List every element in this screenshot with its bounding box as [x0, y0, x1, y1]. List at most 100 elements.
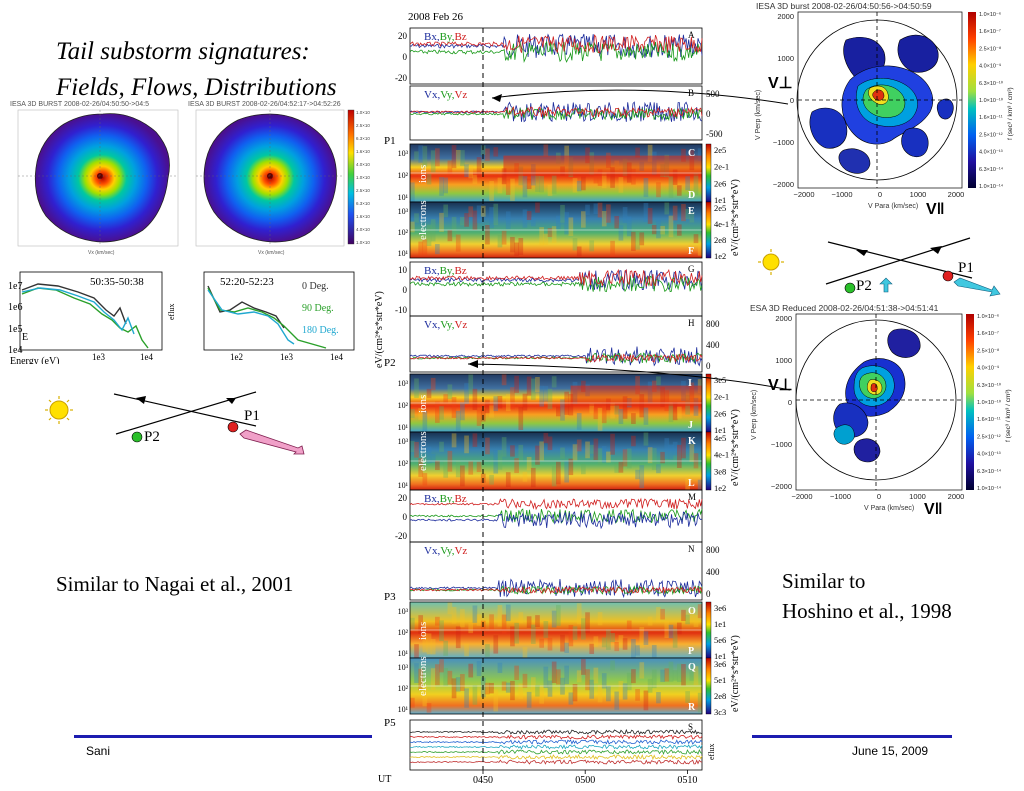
spectrum2-0deg: [207, 285, 285, 329]
footer-author: Sani: [86, 744, 111, 758]
spec-ytick: 10²: [398, 459, 409, 468]
legend-90deg: 90 Deg.: [302, 303, 334, 314]
left-energy-spectra: 1e7 1e6 1e5 1e4 50:35-50:38 E Energy (eV…: [8, 271, 355, 364]
rt-v-perp: V⊥: [768, 75, 793, 92]
plot-date: 2008 Feb 26: [408, 11, 464, 23]
dist-cbar-tick: 1.0×10⁻⁶: [977, 313, 999, 320]
dist-cbar-tick: 4.0×10⁻⁹: [977, 365, 999, 372]
dist-cbar-tick: 2.5×10⁻¹²: [977, 434, 1001, 440]
spec-colorbar: [705, 657, 712, 715]
probe-label: P5: [384, 717, 396, 729]
spec-ytick: 10¹: [398, 481, 409, 490]
dist2-xlabel: Vx (km/sec): [258, 250, 285, 256]
species-label: electrons: [417, 431, 429, 471]
dist-cbar-tick: 1.0×10⁻⁸: [356, 110, 370, 115]
panel-ytick: 0: [706, 361, 711, 371]
dist-cbar-tick: 4.0×10⁻¹¹: [356, 162, 370, 167]
dist-cbar-tick: 6.3×10⁻¹³: [356, 201, 370, 206]
caption-left: Similar to Nagai et al., 2001: [56, 572, 294, 596]
rt-v-par: V‖: [926, 201, 945, 216]
dist-cbar-tick: 1.0×10⁻⁶: [979, 11, 1001, 18]
probe-label: P2: [384, 357, 396, 369]
spectro-ylabel: eV/(cm²*s*str*eV): [730, 179, 741, 256]
rt-xlabel: V Para (km/sec): [868, 203, 918, 210]
rs-probe-p2-label: P2: [856, 278, 872, 294]
species-label: electrons: [417, 200, 429, 240]
spectro-ylabel: eV/(cm²*s*str*eV): [730, 409, 741, 486]
legend-0deg: 0 Deg.: [302, 281, 329, 292]
species-label: ions: [417, 395, 429, 413]
rt-title: IESA 3D burst 2008-02-26/04:50:56->04:50…: [756, 1, 932, 11]
panel-ytick: 400: [706, 340, 720, 350]
spec-ytick: 10³: [398, 207, 409, 216]
dist-cbar-tick: 1.0×10⁻¹⁴: [977, 485, 1002, 492]
spec-cbar-tick: 1e2: [714, 251, 726, 261]
rt-ylabel: V Perp (km/sec): [755, 90, 762, 140]
spec-ytick: 10¹: [398, 193, 409, 202]
spec-cbar-tick: 2e8: [714, 691, 726, 701]
spectrum1-time: 50:35-50:38: [90, 276, 144, 288]
panel-ytick: 500: [706, 89, 720, 99]
probe-label: P1: [384, 135, 396, 147]
dist-cbar-tick: 6.3×10⁻¹⁰: [356, 136, 370, 141]
panel-letter: D: [688, 190, 695, 201]
timeseries-trace: [409, 275, 703, 293]
spectrum1-xlabel: Energy (eV): [10, 356, 60, 364]
rb-xlabel: V Para (km/sec): [864, 505, 914, 512]
time-tick: 0500: [575, 775, 595, 786]
panel-letter: O: [688, 606, 696, 617]
timeseries-trace: [410, 744, 703, 750]
spec-ytick: 10²: [398, 401, 409, 410]
dist-ytick: 2000: [777, 12, 794, 21]
caption-right: Similar to Hoshino et al., 1998: [782, 566, 952, 626]
dist-xtick: 1000: [909, 492, 926, 501]
spectrum-ytick-1e6: 1e6: [8, 302, 22, 313]
rt-contours: [809, 34, 954, 174]
panel-letter: M: [688, 492, 696, 502]
spectrum2-time: 52:20-52:23: [220, 276, 274, 288]
panel-ytick: -20: [395, 531, 407, 541]
spec-ytick: 10¹: [398, 423, 409, 432]
dist-cbar-tick: 4.0×10⁻¹³: [979, 150, 1003, 156]
right-schematic: P2 P1: [758, 237, 1001, 297]
dist-xtick: 2000: [948, 190, 965, 199]
spec-colorbar: [705, 431, 712, 491]
dist1-title: IESA 3D BURST 2008-02-26/04:50:50->04:5: [10, 101, 149, 108]
right-top-distribution: IESA 3D burst 2008-02-26/04:50:56->04:50…: [752, 0, 1024, 216]
spec-ytick: 10³: [398, 149, 409, 158]
rs-probe-p2: [844, 282, 856, 294]
dist-cbar-tick: 2.5×10⁻⁸: [979, 45, 1001, 52]
panel-ytick: 20: [398, 493, 408, 503]
timeseries-trace: [409, 759, 703, 765]
rb-v-par: V‖: [924, 501, 943, 518]
dist-cbar-tick: 1.0×10⁻¹⁰: [979, 97, 1004, 104]
dist-ytick: 0: [788, 398, 792, 407]
panel-ytick: 0: [403, 52, 408, 62]
spec-cbar-tick: 2e5: [714, 203, 726, 213]
rs-probe-p1: [942, 270, 954, 282]
title-line-1: Tail substorm signatures:: [56, 38, 310, 65]
dist-cbar-tick: 1.6×10⁻¹³: [356, 214, 370, 219]
panel-ytick: 0: [403, 285, 408, 295]
sun-icon-right: [758, 249, 784, 275]
panel-letter: P: [688, 646, 694, 657]
panel-ytick: -10: [395, 305, 407, 315]
dist-cbar-tick: 1.6×10⁻¹¹: [979, 115, 1003, 121]
spectro-ylabel: eV/(cm²*s*str*eV): [730, 635, 741, 712]
spec-ytick: 10²: [398, 228, 409, 237]
spec-cbar-tick: 2e6: [714, 178, 726, 188]
flow-label: Vx,Vy,Vz: [424, 545, 467, 557]
panel-frame: [409, 719, 703, 771]
dist-ytick: 1000: [777, 54, 794, 63]
flow-label: Vx,Vy,Vz: [424, 319, 467, 331]
panel-letter: F: [688, 246, 694, 257]
dist-cbar-tick: 2.5×10⁻⁸: [977, 347, 999, 354]
spec-ytick: 10³: [398, 663, 409, 672]
spec-cbar-tick: 1e1: [714, 651, 726, 661]
left-schematic: P2 P1: [45, 391, 305, 455]
panel-ytick: 0: [403, 512, 408, 522]
timeseries-trace: [409, 268, 703, 288]
dist-xtick: 2000: [948, 492, 965, 501]
spec-cbar-tick: 4e-1: [714, 450, 729, 460]
spectrum-ytick-1e4: 1e4: [8, 345, 22, 356]
